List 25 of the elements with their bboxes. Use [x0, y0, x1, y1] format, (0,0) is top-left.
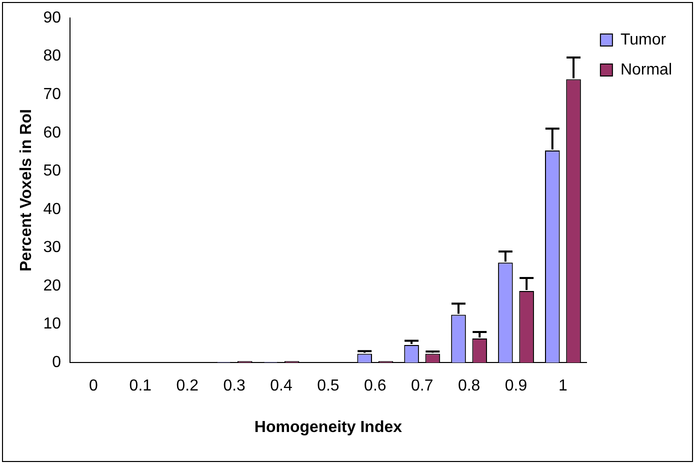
y-axis-title: Percent Voxels in RoI — [18, 109, 36, 272]
y-tick-label: 80 — [43, 48, 62, 65]
x-tick-label: 0.3 — [223, 378, 246, 395]
y-tick-label: 60 — [43, 124, 62, 142]
x-axis-title: Homogeneity Index — [254, 418, 402, 436]
x-tick-label: 0.4 — [270, 378, 292, 395]
y-tick-label: 20 — [43, 277, 62, 294]
y-tick-label: 40 — [43, 200, 62, 218]
y-tick-label: 10 — [43, 316, 62, 333]
legend-label: Tumor — [620, 31, 667, 48]
x-tick-label: 0 — [89, 378, 98, 395]
x-tick-label: 0.1 — [129, 378, 152, 395]
y-tick-label: 90 — [43, 9, 62, 26]
x-tick-label: 1 — [558, 378, 568, 395]
y-tick-label: 30 — [43, 239, 62, 256]
y-tick-label: 0 — [52, 354, 62, 372]
x-tick-label: 0.2 — [176, 378, 199, 395]
x-tick-label: 0.5 — [317, 378, 340, 395]
x-tick-label: 0.6 — [364, 378, 386, 395]
y-tick-label: 50 — [43, 162, 62, 180]
y-tick-label: 70 — [43, 86, 62, 103]
x-tick-label: 0.7 — [410, 378, 434, 395]
x-tick-label: 0.9 — [504, 378, 528, 395]
legend-label: Normal — [620, 61, 672, 78]
x-tick-label: 0.8 — [458, 378, 480, 395]
